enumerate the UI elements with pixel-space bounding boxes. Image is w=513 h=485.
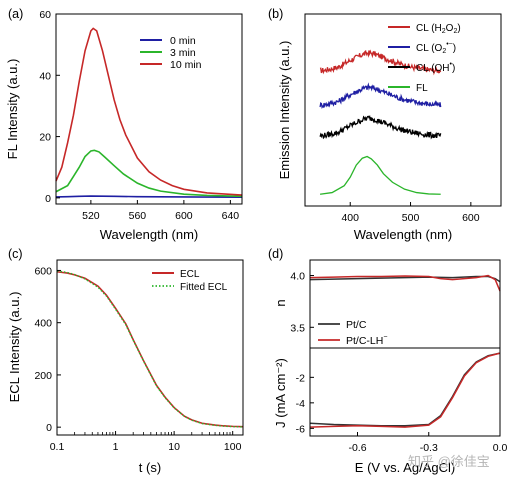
panel-b-legend: CL (H2O2) CL (O2•−) CL (OH•) FL: [388, 23, 461, 94]
panel-b-ylabel: Emission Intensity (a.u.): [277, 41, 292, 180]
panel-d-xlabel: E (V vs. Ag/AgCl): [355, 460, 455, 475]
panel-d-label: (d): [268, 247, 283, 261]
panel-d-bottom-ytick-4: -4: [296, 398, 305, 410]
panel-c-series-fitted-ecl: [56, 270, 244, 428]
panel-a-legend: 0 min 3 min 10 min: [140, 35, 202, 71]
panel-c-xtick-10: 10: [168, 441, 180, 453]
panel-a-ytick-40: 40: [39, 70, 51, 82]
legend-3min: 3 min: [170, 47, 196, 59]
panel-b-series-cl-h-o: [319, 49, 442, 76]
legend-10min: 10 min: [170, 59, 202, 71]
panel-d-ticks: -0.6 -0.3 0.0 3.5 4.0 -6 -4 -2: [290, 271, 507, 454]
panel-d-series: [309, 274, 501, 428]
panel-a-xtick-520: 520: [82, 210, 100, 222]
panel-d-top-ytick-3-5: 3.5: [290, 322, 305, 334]
panel-c-ytick-0: 0: [46, 422, 52, 434]
panel-a-label: (a): [8, 7, 23, 21]
panel-c-ticks: 0.1 1 10 100 0 200 400 600: [34, 265, 241, 453]
legend-ecl: ECL: [180, 269, 200, 280]
panel-a-xtick-560: 560: [129, 210, 147, 222]
panel-d-bottom-ytick-6: -6: [296, 423, 305, 435]
panel-b-label: (b): [268, 7, 283, 21]
panel-a-xtick-640: 640: [222, 210, 240, 222]
panel-b-xlabel: Wavelength (nm): [354, 227, 453, 242]
watermark: 知乎 @徐佳宝: [408, 454, 490, 469]
panel-a-frame: [55, 13, 243, 205]
panel-d-top-ylabel: n: [273, 299, 288, 306]
panel-c-xtick-100: 100: [224, 441, 242, 453]
legend-ptc-lh: Pt/C-LH−: [346, 334, 387, 347]
panel-d-xtick-0-6: -0.6: [348, 442, 366, 454]
panel-b-xtick-600: 600: [462, 212, 480, 224]
panel-b-frame: [304, 13, 502, 207]
legend-fitted: Fitted ECL: [180, 282, 228, 293]
panel-a-series-3-min: [55, 149, 243, 198]
panel-c-ytick-400: 400: [34, 318, 52, 330]
panel-d: (d) -0.6 -0.3 0.0 3.5 4.0 -6 -4 -2 E (V vs. Ag/…: [268, 247, 507, 475]
legend-ptc: Pt/C: [346, 319, 367, 331]
panel-d-legend: Pt/C Pt/C-LH−: [318, 319, 387, 347]
panel-d-bottom-series-pt-c-lh: [309, 352, 501, 428]
legend-oh: CL (OH•): [416, 61, 455, 74]
panel-c-xtick-1: 1: [113, 441, 119, 453]
panel-c-xlabel: t (s): [139, 460, 161, 475]
panel-c: (c) 0.1 1 10 100 0 200 400 600 t (s) ECL Intens…: [7, 247, 244, 475]
panel-a-ylabel: FL Intensity (a.u.): [5, 59, 20, 160]
panel-c-ytick-200: 200: [34, 370, 52, 382]
panel-d-bottom-ytick-2: -2: [296, 372, 305, 384]
panel-a-ytick-60: 60: [39, 9, 51, 21]
panel-b-ticks: 400 500 600: [341, 202, 480, 224]
panel-c-label: (c): [8, 247, 23, 261]
panel-c-ylabel: ECL Intensity (a.u.): [7, 292, 22, 403]
panel-b: (b) 400 500 600 Wavelength (nm) Emission I…: [268, 7, 502, 242]
panel-a-xlabel: Wavelength (nm): [100, 227, 199, 242]
panel-b-xtick-500: 500: [402, 212, 420, 224]
panel-a-ticks: 520 560 600 640 0 20 40 60: [39, 9, 239, 222]
panel-a-ytick-20: 20: [39, 132, 51, 144]
panel-b-series: [319, 49, 442, 195]
panel-c-ytick-600: 600: [34, 265, 52, 277]
panel-b-series-cl-oh: [319, 115, 442, 140]
legend-0min: 0 min: [170, 35, 196, 47]
panel-d-top-series-pt-c-lh: [309, 274, 501, 292]
legend-fl: FL: [416, 83, 428, 94]
panel-d-xtick-0-0: 0.0: [493, 442, 508, 454]
panel-a-xtick-600: 600: [175, 210, 193, 222]
legend-h2o2: CL (H2O2): [416, 23, 461, 35]
panel-c-legend: ECL Fitted ECL: [152, 269, 228, 293]
panel-a-ytick-0: 0: [45, 193, 51, 205]
panel-b-series-fl: [319, 155, 441, 195]
panel-b-series-cl-o: [319, 82, 442, 109]
panel-a-series: [55, 27, 243, 199]
panel-a-series-0-min: [55, 195, 243, 199]
panel-d-xtick-0-3: -0.3: [420, 442, 438, 454]
panel-d-bottom-ylabel: J (mA cm⁻²): [273, 358, 288, 428]
panel-c-series-ecl: [56, 270, 244, 428]
panel-c-frame: [56, 259, 244, 436]
panel-d-top-ytick-4-0: 4.0: [290, 271, 305, 283]
panel-c-series: [56, 270, 244, 428]
panel-c-xtick-0-1: 0.1: [50, 441, 65, 453]
panel-a-series-10-min: [55, 27, 243, 196]
legend-o2: CL (O2•−): [416, 41, 456, 55]
panel-b-xtick-400: 400: [341, 212, 359, 224]
panel-d-bottom-series-pt-c: [309, 352, 501, 427]
